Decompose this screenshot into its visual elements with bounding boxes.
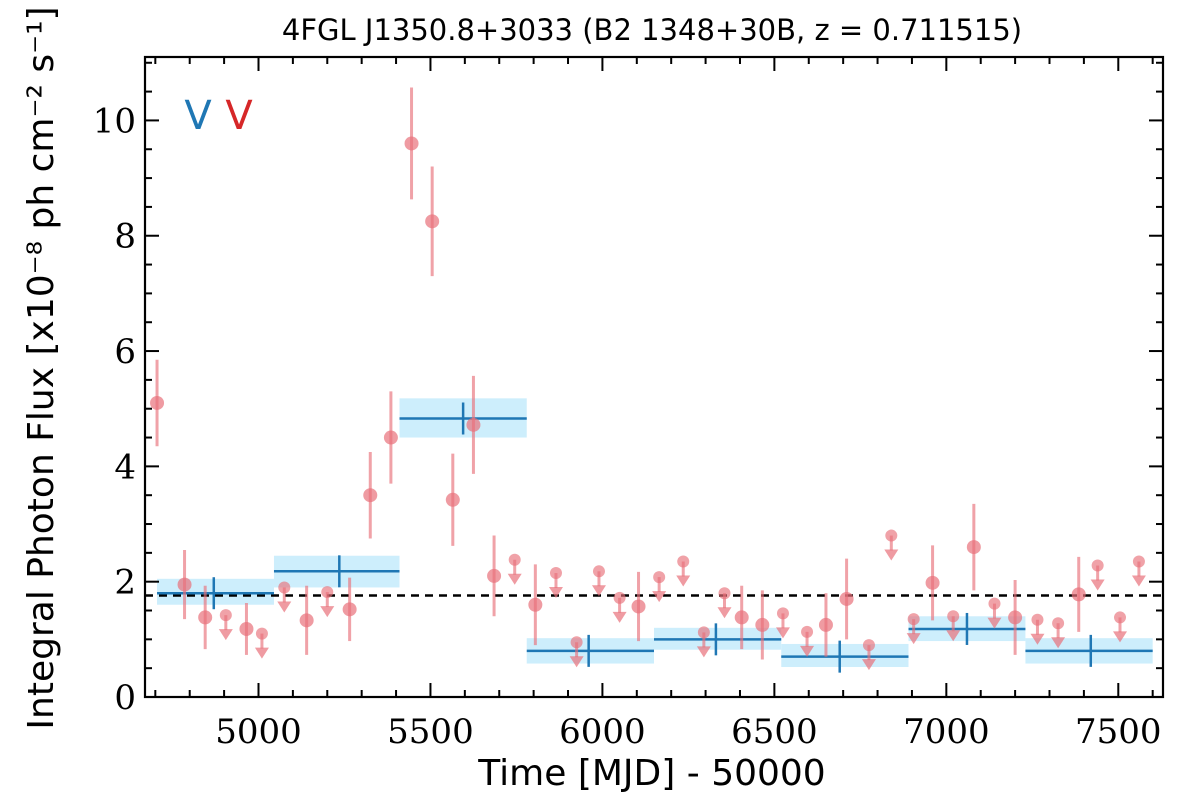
- corner-marker-1: V: [225, 93, 253, 139]
- detection-point-14: [631, 599, 646, 614]
- axes-frame: [143, 55, 1165, 699]
- detection-point-5: [342, 602, 357, 617]
- detection-point-10: [445, 492, 460, 507]
- upper-limit-arrow-23: [1113, 631, 1128, 643]
- x-tick-label-3: 6500: [731, 712, 818, 752]
- plot-area: [145, 87, 1163, 673]
- tick-labels: 5000 5500 6000 6500 7000 7500 0 2 4 6 8 10: [93, 101, 1162, 752]
- upper-limit-arrow-18: [946, 630, 961, 642]
- upper-limit-arrow-21: [1051, 637, 1066, 649]
- chart-title: 4FGL J1350.8+3033 (B2 1348+30B, z = 0.71…: [282, 13, 1022, 47]
- upper-limit-arrow-5: [548, 587, 563, 599]
- detection-point-18: [839, 591, 854, 606]
- y-tick-label-1: 2: [114, 563, 136, 603]
- detection-point-11: [466, 417, 481, 432]
- x-tick-label-4: 7000: [903, 712, 990, 752]
- upper-limit-arrow-4: [507, 573, 522, 585]
- y-tick-label-2: 4: [114, 447, 136, 487]
- upper-limit-arrow-19: [987, 617, 1002, 629]
- detection-point-9: [425, 214, 440, 229]
- upper-limit-arrow-9: [652, 591, 667, 603]
- y-tick-label-3: 6: [114, 332, 136, 372]
- x-tick-label-1: 5500: [387, 712, 474, 752]
- detection-point-16: [755, 617, 770, 632]
- detection-point-3: [239, 621, 254, 636]
- detection-point-2: [198, 610, 213, 625]
- upper-limit-arrow-20: [1030, 633, 1045, 645]
- upper-limit-arrow-0: [218, 629, 233, 641]
- detection-point-8: [404, 136, 419, 151]
- detection-point-4: [299, 613, 314, 628]
- upper-limit-arrow-6: [569, 656, 584, 668]
- detection-point-20: [966, 540, 981, 555]
- bin-box-0: [157, 578, 274, 605]
- detection-point-22: [1071, 587, 1086, 602]
- upper-limit-arrow-7: [591, 585, 606, 597]
- x-axis-title: Time [MJD] - 50000: [477, 753, 825, 794]
- upper-limit-arrow-1: [254, 647, 269, 659]
- corner-marker-0: V: [184, 93, 212, 139]
- upper-limit-arrow-14: [800, 645, 815, 657]
- upper-limit-arrow-8: [612, 611, 627, 623]
- upper-limit-arrow-17: [906, 633, 921, 645]
- detection-point-19: [925, 575, 940, 590]
- detection-point-12: [487, 568, 502, 583]
- detection-point-1: [177, 577, 192, 592]
- y-tick-label-5: 10: [93, 101, 136, 141]
- x-tick-label-0: 5000: [215, 712, 302, 752]
- detection-point-15: [734, 610, 749, 625]
- y-tick-label-4: 8: [114, 217, 136, 257]
- upper-limit-arrow-10: [676, 575, 691, 587]
- x-tick-label-2: 6000: [559, 712, 646, 752]
- x-tick-label-5: 7500: [1075, 712, 1162, 752]
- detection-point-13: [528, 597, 543, 612]
- upper-limit-arrow-22: [1090, 579, 1105, 591]
- upper-limit-arrow-16: [884, 549, 899, 561]
- detection-point-6: [363, 488, 378, 503]
- detection-point-17: [818, 617, 833, 632]
- detection-point-7: [383, 430, 398, 445]
- upper-limit-arrow-12: [717, 607, 732, 619]
- detection-point-0: [150, 395, 165, 410]
- upper-limit-arrow-24: [1131, 575, 1146, 587]
- upper-limit-arrow-15: [861, 659, 876, 671]
- detection-point-21: [1008, 610, 1023, 625]
- upper-limit-arrow-11: [696, 646, 711, 658]
- y-axis-title: Integral Photon Flux [x10⁻⁸ ph cm⁻² s⁻¹]: [21, 6, 62, 729]
- upper-limit-arrow-13: [775, 627, 790, 639]
- axis-ticks: [145, 57, 1163, 698]
- upper-limit-arrow-3: [320, 606, 335, 618]
- upper-limit-arrow-2: [277, 601, 292, 613]
- y-tick-label-0: 0: [114, 678, 136, 718]
